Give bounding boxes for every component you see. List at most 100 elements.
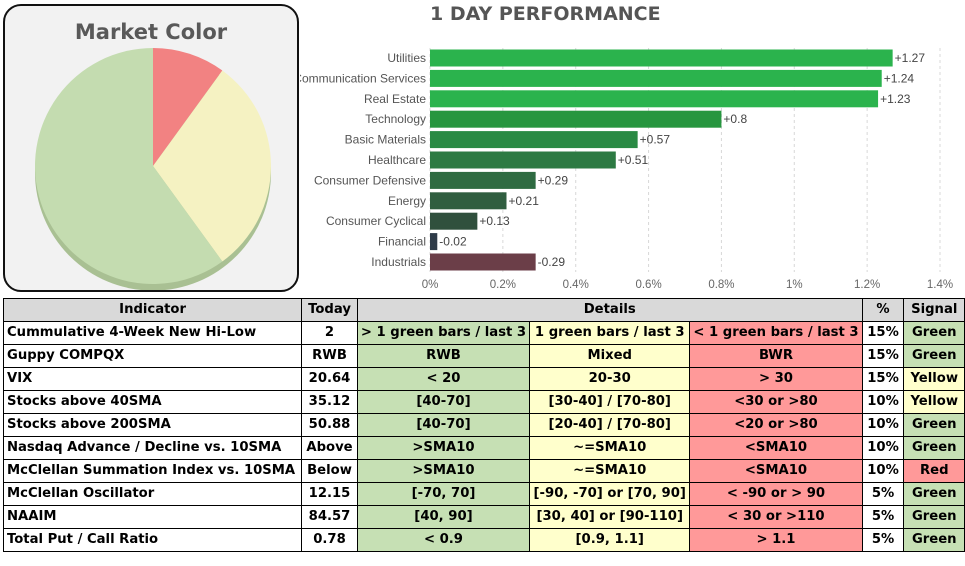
cell-yellow: [30-40] / [70-80] — [529, 390, 691, 414]
cell-today: 84.57 — [301, 505, 358, 529]
cell-indicator: Total Put / Call Ratio — [2, 528, 303, 552]
cell-indicator: VIX — [2, 367, 303, 391]
pie-slice-red — [153, 48, 223, 166]
cell-indicator: Nasdaq Advance / Decline vs. 10SMA — [2, 436, 303, 460]
bar-real-estate — [430, 90, 879, 108]
cell-yellow: 20-30 — [529, 367, 691, 391]
cell-red: <30 or >80 — [689, 390, 863, 414]
pie-slice-green — [34, 48, 223, 285]
cell-pct: 10% — [861, 390, 905, 414]
table-row: Stocks above 200SMA 50.88 [40-70] [20-40] /… — [2, 413, 965, 437]
cell-pct: 5% — [861, 505, 905, 529]
cell-red: < 30 or >110 — [689, 505, 863, 529]
cell-today: Below — [301, 459, 358, 483]
cell-pct: 15% — [861, 367, 905, 391]
category-label: Consumer Defensive — [314, 173, 426, 187]
category-label: Communication Services — [300, 71, 426, 85]
x-tick-label: 1.4% — [927, 279, 953, 291]
cell-yellow: Mixed — [529, 344, 691, 368]
one-day-performance-chart: 1 DAY PERFORMANCE 0% 0.2% 0.4% 0.6% 0.8% 1% 1.2… — [300, 3, 953, 291]
cell-pct: 15% — [861, 344, 905, 368]
category-label: Energy — [388, 194, 426, 208]
cell-pct: 5% — [861, 528, 905, 552]
indicator-table: Indicator Today Details % Signal Cummula… — [2, 298, 965, 552]
cell-indicator: Guppy COMPQX — [2, 344, 303, 368]
header-details: Details — [356, 298, 863, 322]
x-tick-label: 0.2% — [490, 279, 516, 291]
x-tick-label: 0.6% — [635, 279, 661, 291]
x-tick-label: 0.8% — [708, 279, 734, 291]
bar-basic-materials — [430, 131, 638, 149]
cell-yellow: ~=SMA10 — [529, 459, 691, 483]
cell-today: 12.15 — [301, 482, 358, 506]
cell-green: [40-70] — [356, 390, 531, 414]
cell-signal: Green — [903, 505, 965, 529]
cell-indicator: McClellan Oscillator — [2, 482, 303, 506]
cell-green: >SMA10 — [356, 436, 531, 460]
cell-signal: Green — [903, 344, 965, 368]
cell-today: RWB — [301, 344, 358, 368]
cell-yellow: [30, 40] or [90-110] — [529, 505, 691, 529]
table-row: McClellan Summation Index vs. 10SMA Below… — [2, 459, 965, 483]
table-row: VIX 20.64 < 20 20-30 > 30 15% Yellow — [2, 367, 965, 391]
cell-pct: 10% — [861, 436, 905, 460]
cell-signal: Green — [903, 436, 965, 460]
bar-value-label: +0.57 — [640, 133, 671, 147]
category-label: Consumer Cyclical — [326, 214, 426, 228]
bar-technology — [430, 110, 722, 128]
cell-pct: 5% — [861, 482, 905, 506]
cell-signal: Green — [903, 482, 965, 506]
cell-green: < 20 — [356, 367, 531, 391]
category-label: Technology — [365, 112, 426, 126]
bar-consumer-cyclical — [430, 212, 478, 230]
table-row: Guppy COMPQX RWB RWB Mixed BWR 15% Green — [2, 344, 965, 368]
x-tick-label: 0.4% — [563, 279, 589, 291]
bar-value-label: +1.24 — [884, 71, 915, 85]
cell-signal: Yellow — [903, 367, 965, 391]
cell-red: < 1 green bars / last 3 — [689, 321, 863, 345]
table-row: Cummulative 4-Week New Hi-Low 2 > 1 green … — [2, 321, 965, 345]
performance-chart-title: 1 DAY PERFORMANCE — [430, 3, 661, 25]
cell-green: < 0.9 — [356, 528, 531, 552]
cell-today: 50.88 — [301, 413, 358, 437]
cell-green: [-70, 70] — [356, 482, 531, 506]
bar-value-label: -0.29 — [538, 255, 566, 269]
cell-today: Above — [301, 436, 358, 460]
cell-green: > 1 green bars / last 3 — [356, 321, 531, 345]
bar-value-label: +0.29 — [538, 173, 569, 187]
pie-slice-yellow — [153, 70, 271, 262]
bar-value-label: +0.51 — [618, 153, 649, 167]
bar-value-label: +0.21 — [509, 194, 540, 208]
cell-today: 35.12 — [301, 390, 358, 414]
cell-today: 20.64 — [301, 367, 358, 391]
market-color-panel: Market Color — [3, 4, 299, 292]
category-label: Healthcare — [368, 153, 426, 167]
cell-signal: Green — [903, 528, 965, 552]
cell-indicator: Stocks above 40SMA — [2, 390, 303, 414]
table-row: NAAIM 84.57 [40, 90] [30, 40] or [90-110] < … — [2, 505, 965, 529]
cell-yellow: 1 green bars / last 3 — [529, 321, 691, 345]
bar-value-label: -0.02 — [439, 235, 467, 249]
bar-value-label: +1.27 — [895, 51, 926, 65]
cell-pct: 15% — [861, 321, 905, 345]
cell-green: RWB — [356, 344, 531, 368]
cell-yellow: ~=SMA10 — [529, 436, 691, 460]
bar-energy — [430, 192, 507, 210]
market-color-title: Market Color — [74, 20, 228, 44]
market-color-pie-chart — [34, 48, 271, 290]
cell-green: [40, 90] — [356, 505, 531, 529]
bar-value-label: +0.8 — [723, 112, 747, 126]
bar-value-label: +1.23 — [880, 92, 911, 106]
bar-financial — [430, 233, 438, 251]
x-tick-label: 1% — [786, 279, 803, 291]
x-tick-label: 1.2% — [854, 279, 880, 291]
cell-green: >SMA10 — [356, 459, 531, 483]
cell-signal: Red — [903, 459, 965, 483]
table-row: Nasdaq Advance / Decline vs. 10SMA Above >… — [2, 436, 965, 460]
cell-pct: 10% — [861, 413, 905, 437]
header-today: Today — [301, 298, 358, 322]
cell-yellow: [-90, -70] or [70, 90] — [529, 482, 691, 506]
cell-today: 2 — [301, 321, 358, 345]
category-label: Industrials — [371, 255, 426, 269]
table-row: McClellan Oscillator 12.15 [-70, 70] [-90, … — [2, 482, 965, 506]
